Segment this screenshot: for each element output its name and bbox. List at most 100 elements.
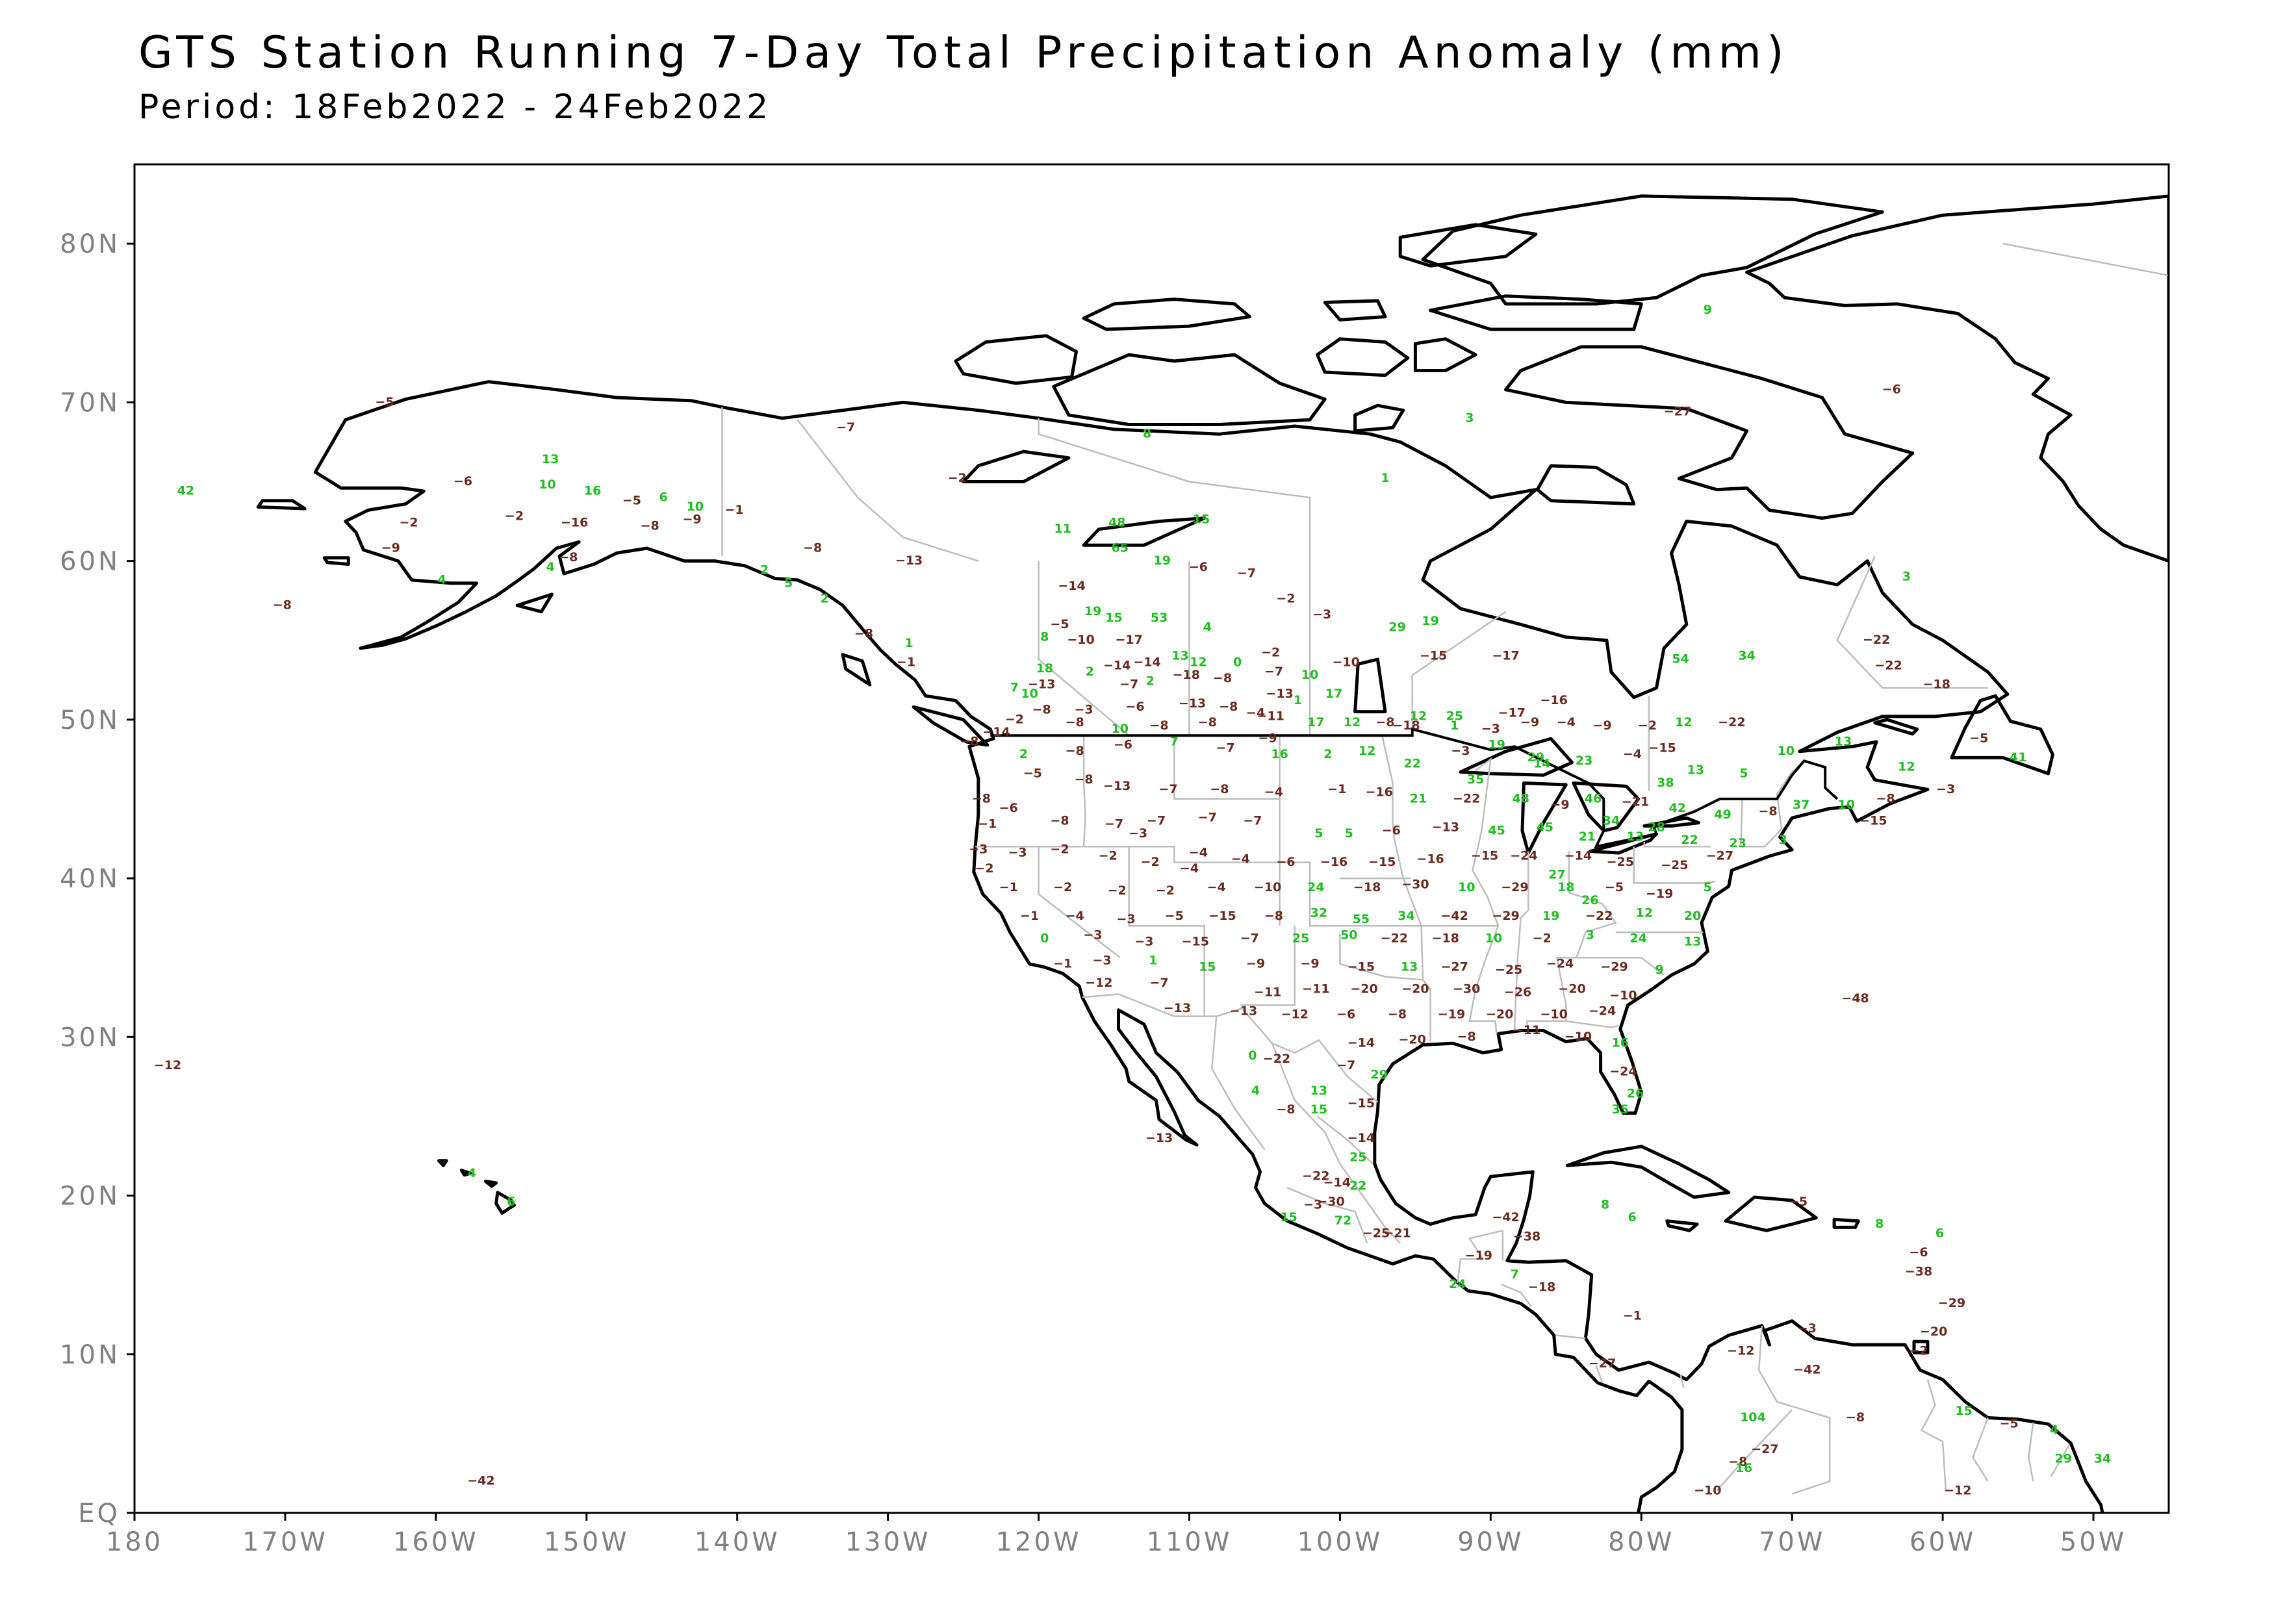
station-value: −2 (948, 471, 967, 485)
station-value: 42 (177, 484, 194, 498)
station-value: −8 (641, 518, 659, 533)
us-canada-border-line (990, 727, 1839, 848)
station-value: 15 (1105, 611, 1122, 625)
station-value: 15 (1280, 1210, 1297, 1224)
somerset-island-coastline (1413, 337, 1477, 372)
station-value: 19 (1542, 909, 1559, 923)
nunivak-island-coastline (322, 556, 350, 566)
cuba-coastline (1566, 1145, 1731, 1199)
king-william-island-coastline (1353, 403, 1405, 433)
station-value: 49 (1714, 807, 1731, 822)
quebec-labrador-border (1836, 555, 1988, 689)
station-value: −3 (1083, 928, 1102, 943)
station-value: −7 (1243, 814, 1262, 828)
station-value: −20 (1486, 1008, 1513, 1022)
station-value: 104 (1740, 1410, 1766, 1425)
station-value: 18 (1036, 661, 1053, 676)
station-value: 5 (1739, 766, 1748, 780)
lon-tick-label: 120W (996, 1527, 1082, 1557)
station-value: 4 (437, 572, 446, 587)
station-value: 26 (1581, 893, 1598, 907)
station-value: 9 (1655, 963, 1663, 977)
station-value: 10 (1837, 798, 1854, 812)
station-value: −2 (1909, 1343, 1928, 1358)
station-value: −4 (1246, 706, 1265, 720)
us-state-line-f (1128, 846, 1205, 1017)
station-value: −10 (1609, 988, 1637, 1002)
station-value: −11 (1513, 1023, 1540, 1037)
station-value: 3 (1465, 411, 1474, 425)
lat-tick-label: EQ (78, 1499, 120, 1529)
lat-tick-label: 30N (60, 1022, 120, 1052)
station-value: 13 (1687, 763, 1704, 778)
station-value: −18 (1528, 1280, 1555, 1295)
station-value: −17 (1498, 706, 1526, 720)
station-value: 0 (1233, 655, 1242, 669)
station-value: 1 (1381, 471, 1389, 485)
station-value: −8 (960, 735, 978, 749)
station-value: 17 (1325, 687, 1342, 701)
station-value: −4 (1066, 909, 1084, 923)
station-value: −13 (1103, 779, 1131, 793)
station-value: 8 (1875, 1217, 1884, 1231)
north-america-coastline (313, 380, 2104, 1513)
station-value: 16 (1735, 1461, 1752, 1475)
station-value: −8 (803, 541, 822, 555)
southampton-island-coastline (1535, 464, 1636, 506)
station-value: −18 (1923, 678, 1950, 692)
station-value: −14 (982, 725, 1010, 739)
station-value: 21 (1410, 791, 1427, 806)
station-value: −2 (1108, 883, 1127, 898)
station-value: 18 (1557, 880, 1574, 894)
vancouver-island-coastline (912, 705, 990, 747)
station-value: −30 (1453, 982, 1480, 996)
trinidad-coastline (1912, 1339, 1930, 1354)
station-value: −3 (1798, 1321, 1817, 1336)
station-value: −15 (1471, 848, 1498, 863)
station-value: −24 (1589, 1004, 1616, 1019)
station-value: −10 (1694, 1483, 1721, 1497)
station-value: 12 (1410, 709, 1427, 723)
station-value: −3 (969, 843, 988, 857)
station-value: −8 (1728, 1454, 1747, 1469)
station-value: 13 (1684, 934, 1701, 948)
station-value: −12 (1085, 976, 1112, 990)
station-value: 17 (1307, 715, 1324, 730)
station-value: −6 (999, 801, 1018, 815)
station-value: 4 (1203, 620, 1212, 635)
station-value: −30 (1401, 877, 1429, 891)
us-state-line-d (1173, 735, 1281, 800)
station-value: −24 (1609, 1065, 1637, 1079)
station-value: −15 (1420, 649, 1447, 663)
station-value: −8 (1150, 718, 1169, 733)
station-value: 13 (1627, 830, 1644, 844)
station-value: 4 (468, 1166, 476, 1180)
station-value: −6 (1382, 823, 1401, 837)
us-state-line-c (1082, 735, 1086, 847)
station-value: −3 (1075, 703, 1093, 717)
station-value: 65 (1112, 541, 1129, 555)
station-value: 72 (1335, 1213, 1351, 1228)
station-value: 12 (1359, 744, 1375, 758)
great-bear-lake-shoreline (962, 450, 1071, 483)
station-value: 35 (1612, 1102, 1629, 1117)
station-value: −4 (1180, 861, 1199, 876)
station-value: 20 (1684, 909, 1701, 923)
station-value: −1 (1053, 956, 1072, 971)
station-value: −5 (1969, 731, 1988, 746)
station-value: 16 (1271, 747, 1288, 761)
station-value: −7 (1198, 811, 1217, 825)
us-state-line-r (1566, 1020, 1619, 1028)
station-value: −8 (1846, 1410, 1865, 1425)
station-value: −11 (1302, 982, 1329, 996)
station-value: 2 (1086, 665, 1094, 679)
station-value: 7 (1010, 681, 1019, 695)
station-value: 37 (1793, 798, 1809, 812)
station-value: −10 (1333, 655, 1360, 669)
station-value: −14 (1103, 658, 1131, 672)
maui-coastline (483, 1180, 498, 1188)
station-value: −8 (1276, 1102, 1295, 1117)
lon-tick-label: 180 (106, 1527, 163, 1557)
station-value: 23 (1729, 836, 1746, 850)
station-value: 19 (1153, 553, 1170, 568)
